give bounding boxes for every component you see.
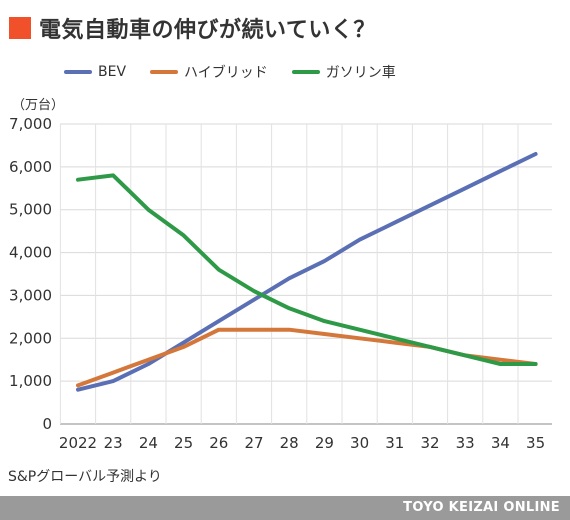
y-tick-label: 1,000 (9, 372, 52, 390)
y-tick-label: 4,000 (9, 244, 52, 262)
y-tick-label: 2,000 (9, 329, 52, 347)
y-tick-label: 5,000 (9, 201, 52, 219)
y-tick-label: 6,000 (9, 158, 52, 176)
x-tick-label: 35 (526, 434, 545, 452)
x-tick-label: 34 (491, 434, 510, 452)
x-tick-label: 31 (385, 434, 404, 452)
series-line-bev (76, 152, 538, 392)
x-tick-label: 33 (456, 434, 475, 452)
x-tick-label: 23 (104, 434, 123, 452)
x-tick-label: 27 (244, 434, 263, 452)
legend-swatch-bev (64, 70, 92, 74)
legend-label-gasoline: ガソリン車 (325, 65, 396, 81)
x-tick-label: 2022 (59, 434, 97, 452)
source-note: S&Pグローバル予測より (8, 469, 162, 485)
footer-brand-bar: TOYO KEIZAI ONLINE (0, 496, 570, 520)
title-text: 電気自動車の伸びが続いていく？ (39, 18, 376, 43)
brand-label: TOYO KEIZAI ONLINE (403, 500, 560, 515)
legend-item-bev: BEV (64, 64, 126, 80)
x-tick-label: 28 (280, 434, 299, 452)
legend-item-gasoline: ガソリン車 (291, 62, 396, 82)
y-tick-label: 0 (42, 415, 52, 433)
y-tick-label: 3,000 (9, 286, 52, 304)
chart-title: 電気自動車の伸びが続いていく？ (9, 12, 376, 44)
series-line-gasoline (76, 173, 538, 366)
legend-label-hybrid: ハイブリッド (184, 65, 268, 81)
legend: BEV ハイブリッド ガソリン車 (64, 62, 420, 82)
legend-swatch-gasoline (291, 70, 320, 74)
x-tick-label: 29 (315, 434, 334, 452)
legend-item-hybrid: ハイブリッド (150, 62, 268, 82)
legend-label-bev: BEV (98, 64, 127, 80)
x-tick-label: 26 (209, 434, 228, 452)
x-tick-label: 30 (350, 434, 369, 452)
y-unit-label: （万台） (12, 98, 65, 113)
x-tick-label: 32 (420, 434, 439, 452)
y-tick-label: 7,000 (9, 115, 52, 133)
x-tick-label: 24 (139, 434, 158, 452)
legend-swatch-hybrid (150, 70, 179, 74)
title-marker-icon (9, 17, 31, 39)
x-tick-label: 25 (174, 434, 193, 452)
